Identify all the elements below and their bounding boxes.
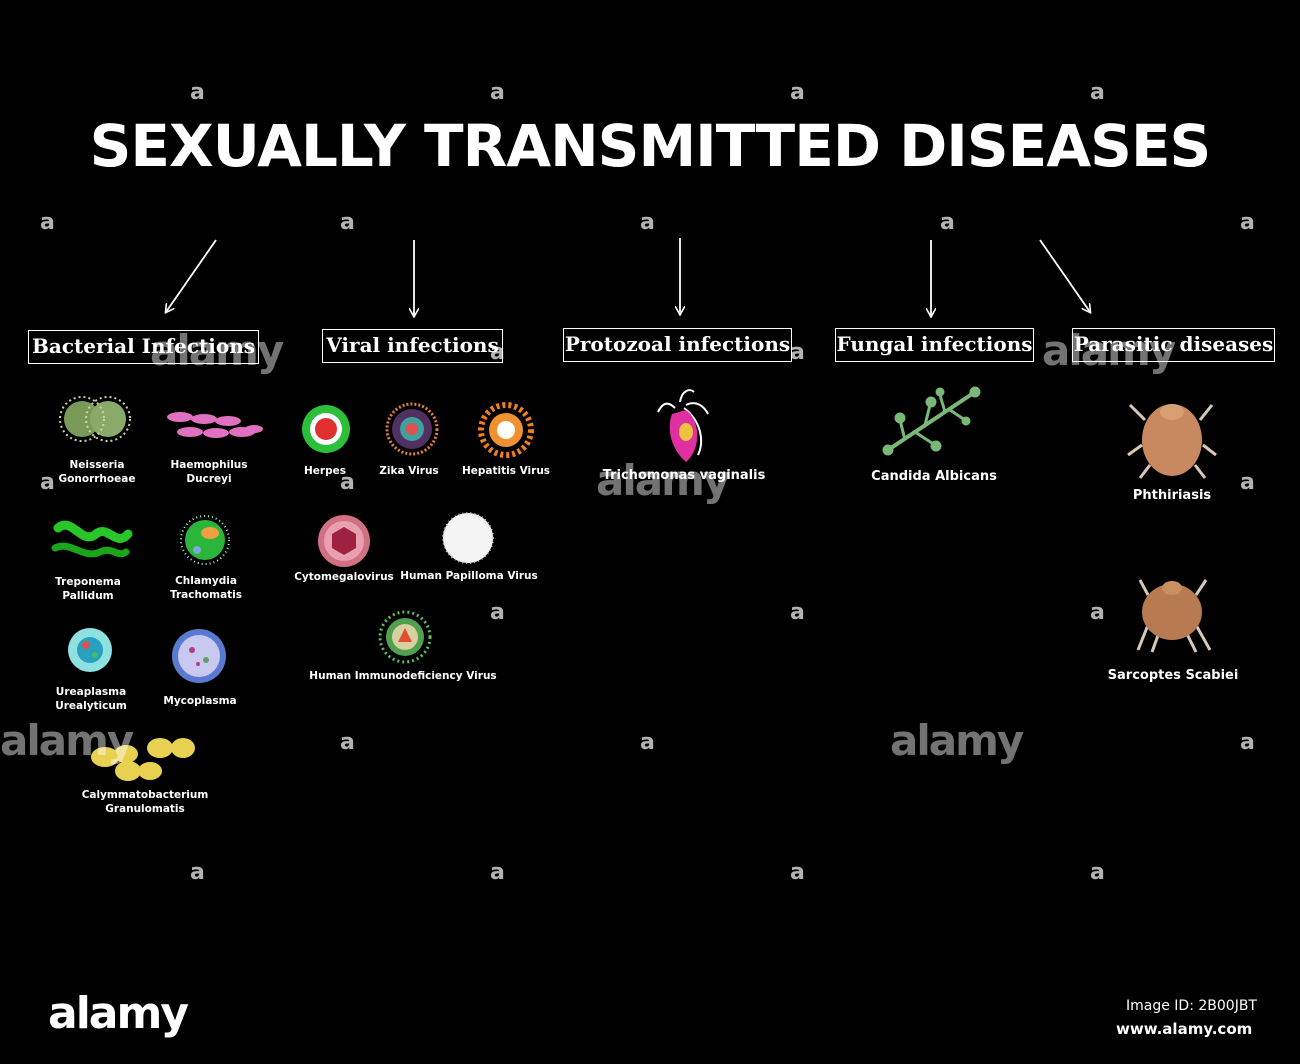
label-neisseria: Neisseria Gonorrhoeae <box>58 459 136 485</box>
category-protozoal: Protozoal infections <box>563 328 792 362</box>
watermark-a: a <box>640 210 655 235</box>
watermark-a: a <box>1240 210 1255 235</box>
watermark-a: a <box>490 340 505 365</box>
watermark-a: a <box>340 470 355 495</box>
zika-illustration <box>385 402 439 456</box>
category-parasitic: Parasitic diseases <box>1072 328 1275 362</box>
watermark-a: a <box>1090 600 1105 625</box>
watermark-alamy: alamy <box>596 456 730 505</box>
watermark-a: a <box>790 600 805 625</box>
watermark-alamy: alamy <box>1042 326 1176 375</box>
label-mycoplasma: Mycoplasma <box>163 695 237 707</box>
cytomegalovirus-illustration <box>318 515 370 567</box>
label-candida: Candida Albicans <box>871 469 997 484</box>
category-fungal: Fungal infections <box>835 328 1034 362</box>
candida-illustration <box>882 386 981 456</box>
arrow-parasitic <box>1039 239 1090 312</box>
watermark-a: a <box>490 80 505 105</box>
watermark-a: a <box>40 210 55 235</box>
arrow-bacterial <box>166 239 217 312</box>
watermark-a: a <box>1090 80 1105 105</box>
watermark-alamy: alamy <box>890 716 1024 765</box>
alamy-logo: alamy <box>48 988 189 1039</box>
watermark-a: a <box>1240 730 1255 755</box>
watermark-a: a <box>40 470 55 495</box>
watermark-a: a <box>340 210 355 235</box>
site-url: www.alamy.com <box>1116 1020 1253 1038</box>
label-chlamydia: Chlamydia Trachomatis <box>169 575 243 601</box>
label-hiv: Human Immunodeficiency Virus <box>309 670 497 682</box>
label-hepatitis: Hepatitis Virus <box>461 465 551 477</box>
label-treponema: Treponema Pallidum <box>55 576 121 602</box>
label-cytomegalovirus: Cytomegalovirus <box>294 571 394 583</box>
label-herpes: Herpes <box>304 465 346 477</box>
label-zika: Zika Virus <box>379 465 439 477</box>
chlamydia-illustration <box>180 515 230 565</box>
image-id: Image ID: 2B00JBT <box>1126 998 1257 1014</box>
calymmatobacterium-illustration <box>91 738 195 781</box>
label-haemophilus: Haemophilus Ducreyi <box>170 459 248 485</box>
watermark-a: a <box>940 210 955 235</box>
watermark-a: a <box>490 860 505 885</box>
category-bacterial: Bacterial Infections <box>28 330 259 364</box>
hpv-illustration <box>442 512 494 564</box>
category-viral: Viral infections <box>322 329 503 363</box>
mycoplasma-illustration <box>172 629 226 683</box>
label-ureaplasma: Ureaplasma Urealyticum <box>55 686 127 712</box>
watermark-a: a <box>190 860 205 885</box>
label-calymmatobacterium: Calymmatobacterium Granulomatis <box>81 789 209 815</box>
label-hpv: Human Papilloma Virus <box>400 570 538 582</box>
watermark-a: a <box>640 730 655 755</box>
watermark-alamy: alamy <box>0 716 134 765</box>
hiv-illustration <box>378 610 432 664</box>
watermark-a: a <box>1090 860 1105 885</box>
watermark-a: a <box>790 80 805 105</box>
watermark-a: a <box>490 600 505 625</box>
ureaplasma-illustration <box>68 628 112 672</box>
watermark-a: a <box>340 730 355 755</box>
label-trichomonas: Trichomonas vaginalis <box>602 468 766 483</box>
treponema-illustration <box>53 520 133 543</box>
watermark-a: a <box>1240 470 1255 495</box>
label-sarcoptes: Sarcoptes Scabiei <box>1107 668 1239 683</box>
watermark-alamy: alamy <box>150 326 284 375</box>
label-phthiriasis: Phthiriasis <box>1132 488 1212 503</box>
watermark-a: a <box>190 80 205 105</box>
sarcoptes-illustration <box>1136 579 1212 653</box>
neisseria-illustration <box>59 396 131 442</box>
trichomonas-illustration <box>657 389 709 462</box>
watermark-a: a <box>790 340 805 365</box>
watermark-a: a <box>790 860 805 885</box>
diagram-title: SEXUALLY TRANSMITTED DISEASES <box>89 112 1212 180</box>
hepatitis-illustration <box>478 402 534 458</box>
phthiriasis-illustration <box>1127 403 1217 479</box>
herpes-illustration <box>302 405 350 453</box>
haemophilus-illustration <box>167 412 263 438</box>
